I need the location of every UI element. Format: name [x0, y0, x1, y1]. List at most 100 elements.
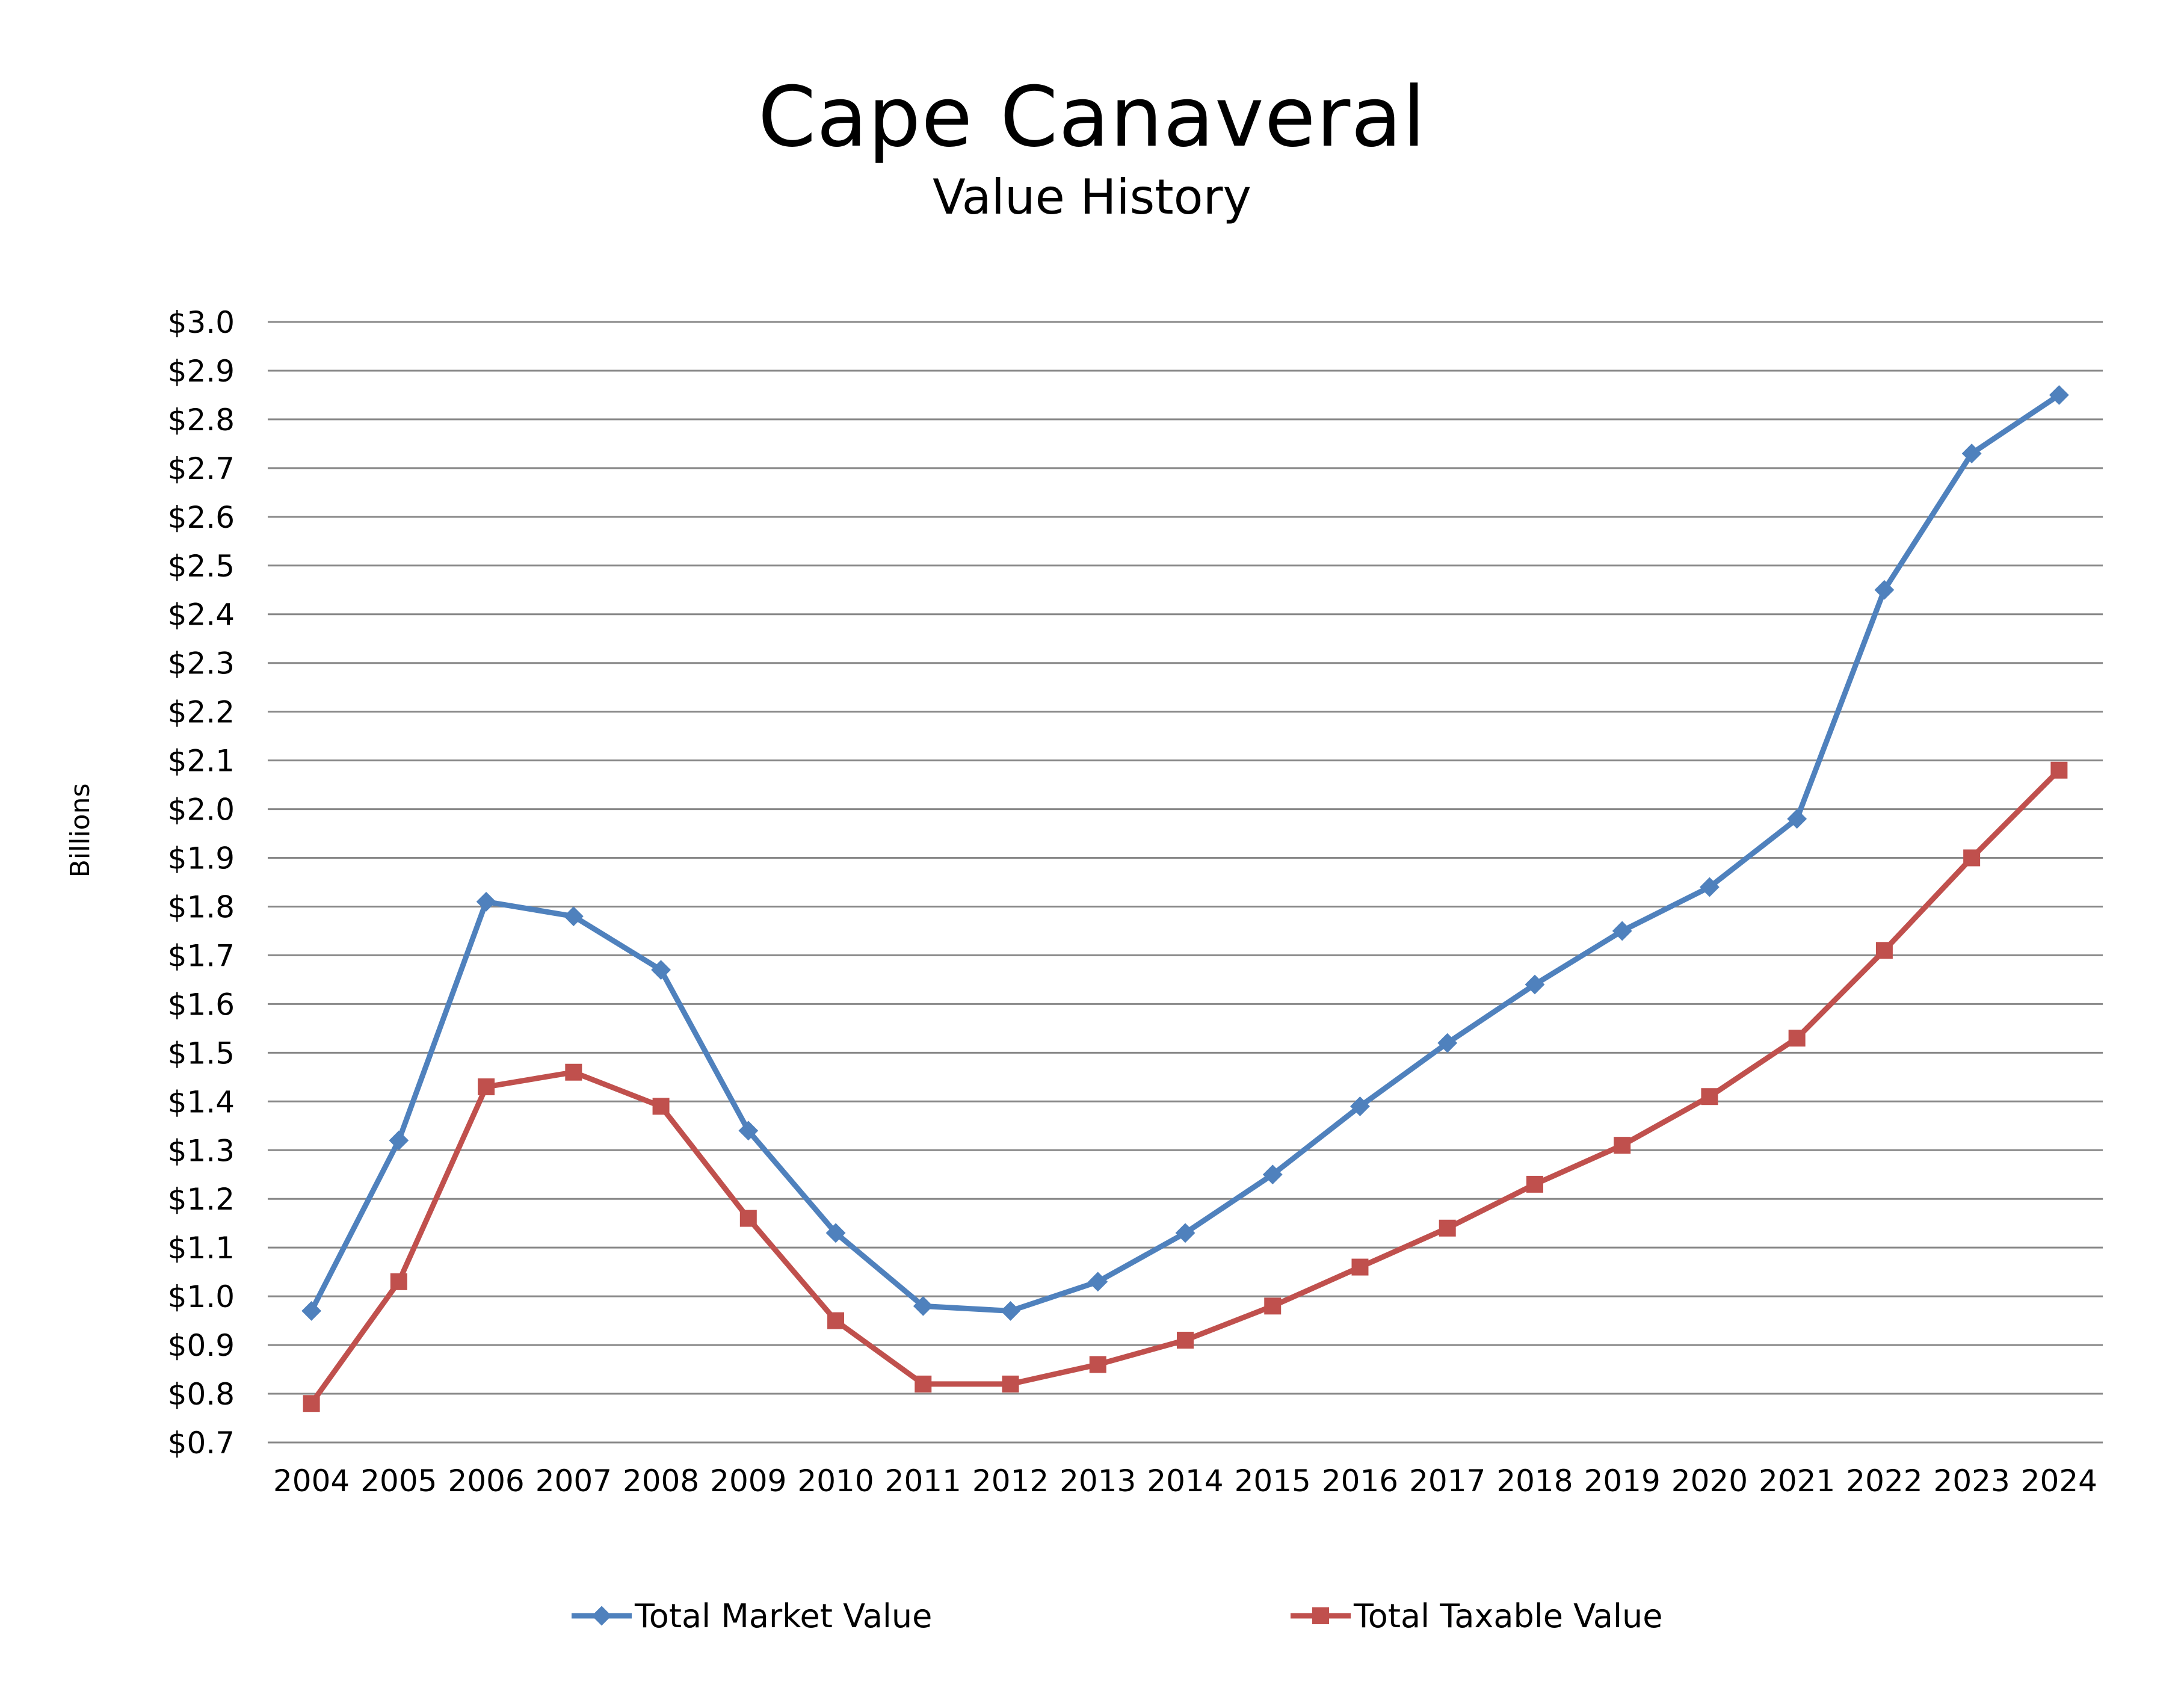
x-tick-label: 2012 [972, 1464, 1049, 1498]
legend-marker [591, 1606, 612, 1626]
legend-label: Total Taxable Value [1353, 1597, 1662, 1635]
series-line [309, 392, 2062, 1314]
y-tick-label: $0.7 [168, 1426, 235, 1461]
data-point [1961, 444, 1982, 463]
data-point [565, 1063, 582, 1081]
data-point [563, 906, 584, 927]
x-tick-label: 2009 [710, 1464, 786, 1498]
data-point [738, 1121, 759, 1141]
data-point [1002, 1375, 1019, 1393]
data-point [1177, 1331, 1194, 1349]
y-tick-label: $1.0 [168, 1279, 235, 1314]
data-point [652, 1098, 670, 1115]
series-market-value [301, 385, 2069, 1321]
y-tick-label: $0.9 [168, 1328, 235, 1363]
y-tick-label: $2.2 [168, 695, 235, 730]
data-point [1525, 974, 1545, 995]
y-tick-label: $1.2 [168, 1182, 235, 1217]
x-tick-label: 2005 [360, 1464, 437, 1498]
x-tick-label: 2004 [273, 1464, 350, 1498]
y-axis-tick-labels: $0.7 $0.8 $0.9 $1.0 $1.1 $1.2 $1.3 $1.4 $1.5 $1.6… [168, 305, 235, 1461]
data-point [1614, 1137, 1631, 1154]
data-point [1264, 1297, 1282, 1315]
x-tick-label: 2013 [1060, 1464, 1136, 1498]
y-tick-label: $3.0 [168, 305, 235, 340]
data-point [915, 1375, 932, 1393]
x-tick-label: 2017 [1409, 1464, 1485, 1498]
x-tick-label: 2006 [448, 1464, 524, 1498]
y-axis-title: Billions [65, 784, 96, 878]
legend-item: Total Taxable Value [1291, 1597, 1662, 1635]
y-tick-label: $2.3 [168, 646, 235, 681]
y-tick-label: $1.4 [168, 1084, 235, 1119]
y-tick-label: $2.6 [168, 500, 235, 535]
data-point [1788, 1030, 1806, 1047]
data-point [478, 1078, 495, 1096]
x-tick-label: 2010 [797, 1464, 874, 1498]
data-point [825, 1223, 846, 1243]
data-point [1612, 921, 1632, 941]
y-tick-label: $2.9 [168, 354, 235, 389]
legend-item: Total Market Value [572, 1597, 932, 1635]
data-point [1262, 1164, 1283, 1185]
data-point [389, 1130, 409, 1151]
x-tick-label: 2016 [1322, 1464, 1398, 1498]
data-point [2049, 385, 2069, 405]
x-tick-label: 2021 [1759, 1464, 1835, 1498]
y-tick-label: $1.9 [168, 841, 235, 876]
y-tick-label: $1.3 [168, 1133, 235, 1168]
data-point [1001, 1301, 1020, 1321]
x-tick-label: 2018 [1496, 1464, 1573, 1498]
y-tick-label: $2.4 [168, 598, 235, 632]
data-point [1351, 1258, 1369, 1276]
x-tick-label: 2008 [623, 1464, 699, 1498]
data-point [1875, 942, 1893, 959]
y-tick-label: $0.8 [168, 1377, 235, 1412]
x-axis-tick-labels: 2004 2005 2006 2007 2008 2009 2010 2011 2012 2013… [273, 1464, 2097, 1498]
data-point [303, 1395, 320, 1412]
x-tick-label: 2023 [1934, 1464, 2010, 1498]
data-point [301, 1301, 322, 1321]
y-tick-label: $2.0 [168, 793, 235, 827]
x-tick-label: 2020 [1671, 1464, 1748, 1498]
data-point [1350, 1096, 1370, 1116]
legend-marker [1312, 1607, 1329, 1624]
series-taxable-value [303, 761, 2068, 1412]
data-point [1089, 1356, 1106, 1373]
data-point [651, 960, 671, 980]
data-point [1700, 877, 1720, 897]
x-tick-label: 2007 [535, 1464, 612, 1498]
data-point [1701, 1088, 1718, 1105]
data-point [2050, 761, 2068, 779]
data-point [1175, 1223, 1195, 1243]
data-point [1088, 1272, 1108, 1292]
legend-label: Total Market Value [634, 1597, 932, 1635]
data-point [1526, 1175, 1543, 1193]
x-tick-label: 2019 [1584, 1464, 1661, 1498]
data-point [739, 1210, 757, 1227]
series-line [309, 767, 2062, 1406]
y-tick-label: $2.5 [168, 549, 235, 584]
x-tick-label: 2011 [885, 1464, 961, 1498]
y-tick-label: $1.7 [168, 938, 235, 973]
data-point [1787, 809, 1807, 829]
y-tick-label: $2.7 [168, 451, 235, 486]
series [301, 385, 2069, 1412]
gridlines [268, 321, 2103, 1444]
data-point [1437, 1033, 1458, 1053]
y-tick-label: $2.1 [168, 744, 235, 779]
x-tick-label: 2015 [1235, 1464, 1311, 1498]
data-point [476, 891, 496, 912]
data-point [1439, 1219, 1456, 1237]
data-point [390, 1273, 407, 1290]
y-tick-label: $2.8 [168, 403, 235, 437]
x-tick-label: 2022 [1846, 1464, 1922, 1498]
data-point [1874, 580, 1895, 600]
data-point [1963, 849, 1981, 867]
chart-title: Cape Canaveral [757, 69, 1427, 165]
chart-subtitle: Value History [933, 169, 1251, 225]
y-tick-label: $1.6 [168, 987, 235, 1022]
data-point [913, 1296, 933, 1316]
y-tick-label: $1.8 [168, 889, 235, 924]
